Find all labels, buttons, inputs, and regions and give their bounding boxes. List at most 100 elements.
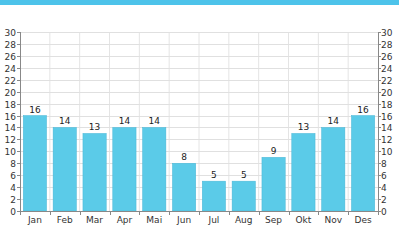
y-tick-label: 0: [10, 207, 16, 217]
y2-tick-label: 30: [381, 28, 393, 38]
y2-tick-label: 24: [381, 64, 393, 74]
y-tick: [17, 175, 20, 176]
y-tick-label: 28: [5, 40, 17, 50]
x-tick-label: Jun: [176, 215, 191, 225]
x-tick: [289, 211, 290, 215]
v-grid-line: [139, 32, 140, 211]
data-label: 13: [298, 122, 309, 132]
data-label: 16: [357, 105, 369, 115]
x-tick-label: Aug: [235, 215, 253, 225]
y2-tick-label: 18: [381, 100, 393, 110]
x-tick: [139, 211, 140, 215]
y2-tick-label: 28: [381, 40, 393, 50]
bar: [292, 133, 315, 211]
x-tick-label: Mai: [146, 215, 162, 225]
v-grid-line: [109, 32, 110, 211]
y-tick: [17, 56, 20, 57]
chart: 0022446688101012121414161618182020222224…: [0, 0, 399, 232]
y-tick-label: 20: [5, 88, 17, 98]
y-tick-label: 24: [5, 64, 17, 74]
x-tick: [259, 211, 260, 215]
bar: [202, 181, 225, 211]
y2-tick-label: 10: [381, 147, 393, 157]
y-tick: [17, 80, 20, 81]
y2-tick-label: 12: [381, 135, 392, 145]
y2-tick-label: 16: [381, 112, 393, 122]
y-tick: [17, 151, 20, 152]
y-tick: [17, 104, 20, 105]
y2-tick-label: 26: [381, 52, 393, 62]
y-tick-label: 16: [5, 112, 17, 122]
v-grid-line: [288, 32, 289, 211]
x-tick-label: Feb: [57, 215, 73, 225]
data-label: 9: [271, 146, 277, 156]
y-tick: [17, 44, 20, 45]
x-tick: [378, 211, 379, 215]
y-tick: [17, 211, 20, 212]
y-tick: [17, 92, 20, 93]
grid-line: [20, 32, 378, 33]
grid-line: [20, 104, 378, 105]
x-tick: [20, 211, 21, 215]
bar: [23, 116, 46, 211]
grid-line: [20, 68, 378, 69]
y-tick: [17, 199, 20, 200]
y2-axis: [378, 32, 379, 211]
y-tick: [17, 187, 20, 188]
x-tick-label: Okt: [296, 215, 312, 225]
y2-tick-label: 2: [381, 195, 387, 205]
grid-line: [20, 44, 378, 45]
v-grid-line: [169, 32, 170, 211]
y-tick-label: 6: [10, 171, 16, 181]
bar: [232, 181, 255, 211]
grid-line: [20, 56, 378, 57]
x-tick-label: Jan: [27, 215, 42, 225]
v-grid-line: [258, 32, 259, 211]
data-label: 8: [181, 152, 187, 162]
x-tick: [229, 211, 230, 215]
y2-tick-label: 4: [381, 183, 387, 193]
y2-tick-label: 20: [381, 88, 393, 98]
data-label: 5: [241, 170, 247, 180]
y-tick-label: 10: [5, 147, 17, 157]
bar: [351, 116, 374, 211]
x-tick-label: Des: [355, 215, 372, 225]
grid-line: [20, 80, 378, 81]
y-tick-label: 18: [5, 100, 17, 110]
data-label: 14: [119, 116, 131, 126]
y-tick-label: 30: [5, 28, 17, 38]
y-tick: [17, 127, 20, 128]
v-grid-line: [228, 32, 229, 211]
v-grid-line: [79, 32, 80, 211]
y-tick: [17, 116, 20, 117]
x-tick: [318, 211, 319, 215]
y2-tick-label: 8: [381, 159, 387, 169]
y-tick: [17, 163, 20, 164]
x-tick: [348, 211, 349, 215]
x-tick-label: Apr: [117, 215, 133, 225]
y-axis: [20, 32, 21, 211]
bars: [23, 116, 374, 211]
plot-area: [20, 32, 378, 211]
x-tick: [50, 211, 51, 215]
y-tick-label: 8: [10, 159, 16, 169]
x-tick: [199, 211, 200, 215]
y-tick-label: 12: [5, 135, 16, 145]
v-grid-line: [318, 32, 319, 211]
y2-tick-label: 14: [381, 123, 393, 133]
bar: [53, 127, 76, 211]
y-tick: [17, 139, 20, 140]
bar: [143, 127, 166, 211]
grid-line: [20, 92, 378, 93]
y-tick: [17, 32, 20, 33]
x-tick-label: Mar: [86, 215, 103, 225]
y-tick-label: 26: [5, 52, 17, 62]
y-tick-label: 4: [10, 183, 16, 193]
data-label: 13: [89, 122, 100, 132]
top-bar: [0, 0, 399, 5]
bar: [113, 127, 136, 211]
grid-line: [20, 116, 378, 117]
v-grid-line: [348, 32, 349, 211]
y2-tick-label: 6: [381, 171, 387, 181]
y2-tick-label: 0: [381, 207, 387, 217]
